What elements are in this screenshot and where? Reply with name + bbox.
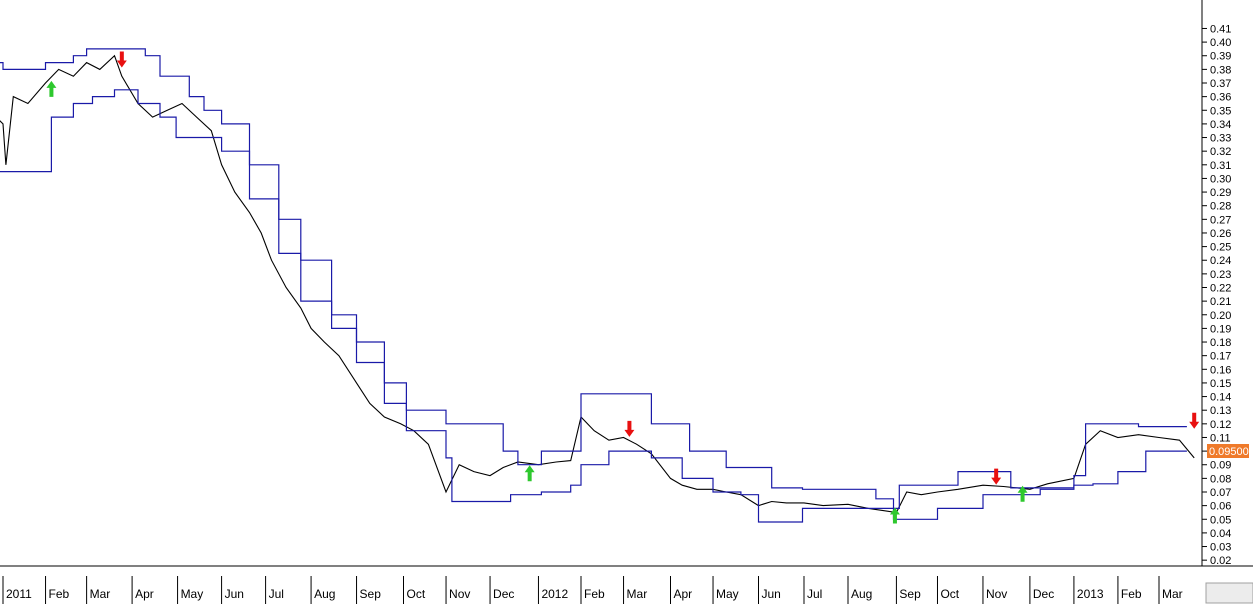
- buy-signal-arrow-icon: [1017, 485, 1028, 502]
- corner-box: [1205, 582, 1253, 604]
- y-tick-label: 0.41: [1210, 23, 1231, 35]
- y-tick-label: 0.34: [1210, 119, 1231, 131]
- y-tick-label: 0.16: [1210, 364, 1231, 376]
- x-tick-label: Aug: [851, 587, 872, 601]
- y-tick-label: 0.18: [1210, 337, 1231, 349]
- y-tick-label: 0.33: [1210, 133, 1231, 145]
- x-tick-label: Nov: [986, 587, 1007, 601]
- y-tick-label: 0.09: [1210, 460, 1231, 472]
- buy-signal-arrow-icon: [889, 507, 900, 524]
- y-tick-label: 0.20: [1210, 310, 1231, 322]
- x-tick-label: Feb: [1121, 587, 1142, 601]
- x-tick-label: Oct: [940, 587, 959, 601]
- y-tick-label: 0.36: [1210, 92, 1231, 104]
- y-tick-label: 0.38: [1210, 64, 1231, 76]
- y-tick-label: 0.40: [1210, 37, 1231, 49]
- x-axis: 2011 Feb Mar Apr May Jun Jul Aug Sep Oct Nov Dec 201…: [2, 576, 1183, 604]
- y-tick-label: 0.05: [1210, 514, 1231, 526]
- sell-signal-arrow-icon: [1189, 412, 1200, 429]
- x-tick-label: Nov: [449, 587, 470, 601]
- y-tick-label: 0.11: [1210, 432, 1231, 444]
- last-price-label: 0.09500: [1209, 446, 1249, 458]
- y-tick-label: 0.28: [1210, 201, 1231, 213]
- x-tick-label: Jun: [762, 587, 781, 601]
- signal-layer: [46, 51, 1200, 524]
- x-tick-label: Jun: [225, 587, 244, 601]
- x-tick-label: Dec: [1033, 587, 1054, 601]
- x-tick-label: Sep: [899, 587, 921, 601]
- y-tick-label: 0.31: [1210, 160, 1231, 172]
- y-tick-label: 0.30: [1210, 173, 1231, 185]
- y-tick-label: 0.27: [1210, 214, 1231, 226]
- y-tick-label: 0.17: [1210, 351, 1231, 363]
- x-tick-label: Apr: [135, 587, 154, 601]
- y-tick-label: 0.35: [1210, 105, 1231, 117]
- x-tick-label: 2012: [541, 587, 568, 601]
- y-tick-label: 0.13: [1210, 405, 1231, 417]
- x-tick-label: Mar: [627, 587, 648, 601]
- x-tick-label: Feb: [584, 587, 605, 601]
- y-tick-label: 0.37: [1210, 78, 1231, 90]
- x-tick-label: 2011: [6, 587, 32, 601]
- y-tick-label: 0.15: [1210, 378, 1231, 390]
- y-tick-label: 0.21: [1210, 296, 1231, 308]
- x-tick-label: Oct: [406, 587, 425, 601]
- y-tick-label: 0.14: [1210, 392, 1231, 404]
- x-tick-label: Aug: [314, 587, 335, 601]
- sell-signal-arrow-icon: [624, 420, 635, 437]
- x-tick-label: Dec: [493, 587, 514, 601]
- y-tick-label: 0.03: [1210, 542, 1231, 554]
- sell-signal-arrow-icon: [991, 468, 1002, 485]
- x-tick-label: May: [716, 587, 739, 601]
- buy-signal-arrow-icon: [524, 465, 535, 482]
- sell-signal-arrow-icon: [116, 51, 127, 68]
- x-tick-label: Jul: [269, 587, 284, 601]
- y-tick-label: 0.26: [1210, 228, 1231, 240]
- y-tick-label: 0.19: [1210, 323, 1231, 335]
- series-layer: [0, 48, 1195, 523]
- y-tick-label: 0.32: [1210, 146, 1231, 158]
- x-tick-label: Apr: [673, 587, 692, 601]
- x-tick-label: Sep: [360, 587, 382, 601]
- x-tick-label: Mar: [1162, 587, 1183, 601]
- y-tick-label: 0.07: [1210, 487, 1231, 499]
- x-tick-label: May: [181, 587, 204, 601]
- last-price-badge: [1207, 444, 1249, 458]
- x-tick-label: Feb: [49, 587, 70, 601]
- x-tick-label: 2013: [1077, 587, 1104, 601]
- y-tick-label: 0.08: [1210, 473, 1231, 485]
- y-tick-label: 0.29: [1210, 187, 1231, 199]
- y-tick-label: 0.39: [1210, 51, 1231, 63]
- y-tick-label: 0.06: [1210, 501, 1231, 513]
- series-lower-line: [0, 89, 1187, 523]
- y-tick-label: 0.22: [1210, 283, 1231, 295]
- y-tick-label: 0.24: [1210, 255, 1231, 267]
- series-upper-line: [0, 48, 1187, 509]
- y-tick-label: 0.25: [1210, 242, 1231, 254]
- y-tick-label: 0.12: [1210, 419, 1231, 431]
- x-tick-label: Mar: [90, 587, 111, 601]
- x-tick-label: Jul: [807, 587, 822, 601]
- y-tick-label: 0.23: [1210, 269, 1231, 281]
- y-tick-label: 0.04: [1210, 528, 1231, 540]
- y-tick-label: 0.02: [1210, 555, 1231, 567]
- buy-signal-arrow-icon: [46, 80, 57, 97]
